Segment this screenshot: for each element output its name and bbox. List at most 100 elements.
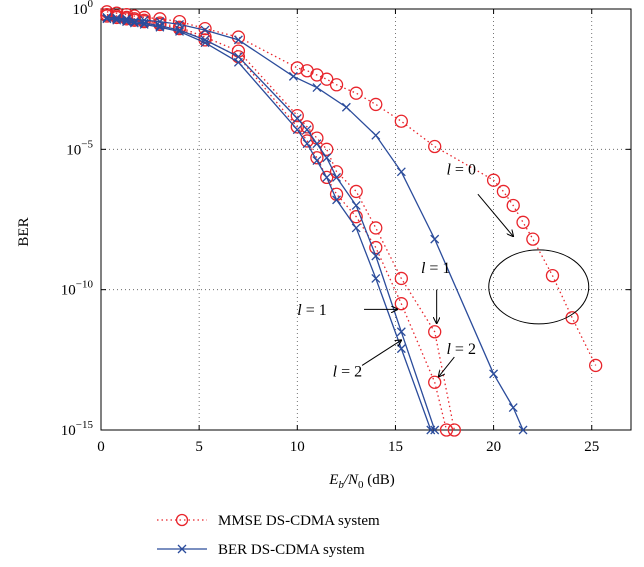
annotation-label-l1b: l = 1 — [297, 302, 326, 319]
data-point — [349, 184, 363, 199]
data-point — [100, 9, 114, 23]
data-point — [371, 251, 381, 261]
data-point — [349, 210, 363, 224]
series-line — [106, 13, 455, 431]
data-point — [122, 17, 131, 27]
legend-entry-mmse: MMSE DS-CDMA system — [157, 513, 380, 529]
data-point — [332, 195, 342, 205]
data-point — [290, 120, 304, 134]
data-point — [496, 184, 511, 199]
data-point — [292, 114, 302, 123]
data-point — [508, 403, 518, 413]
x-axis-label-sub2: 0 — [358, 479, 364, 491]
data-point — [175, 26, 184, 36]
data-point — [139, 18, 149, 28]
data-point — [153, 12, 167, 26]
data-point — [329, 78, 344, 92]
x-tick-label: 0 — [97, 439, 105, 455]
y-tick-label: 10−10 — [61, 279, 94, 299]
x-tick-label: 5 — [195, 439, 203, 455]
data-point — [200, 25, 210, 35]
data-point — [102, 14, 112, 24]
data-point — [312, 139, 322, 149]
y-axis-label: BER — [16, 217, 32, 246]
series-ber-l0 — [102, 12, 528, 435]
series-ber-l2 — [102, 14, 436, 435]
data-point — [349, 86, 363, 100]
data-point — [545, 268, 560, 283]
data-point — [332, 172, 342, 182]
data-point — [351, 223, 361, 233]
data-point — [320, 72, 334, 86]
data-point — [394, 297, 408, 311]
data-point — [371, 273, 381, 283]
data-point — [516, 215, 530, 229]
data-point — [396, 167, 406, 177]
series-ber-l1 — [102, 12, 440, 435]
data-point — [292, 125, 302, 135]
series-line — [106, 16, 436, 431]
data-point — [310, 151, 324, 165]
axis-ticks: 0 5 10 15 20 25 100 10−5 10−10 10−15 — [61, 0, 631, 455]
data-point — [447, 423, 461, 437]
legend-marker-mmse — [175, 513, 189, 527]
data-point — [506, 198, 520, 213]
annotation-label-l2a: l = 2 — [446, 341, 475, 358]
y-tick-label: 10−15 — [61, 419, 94, 439]
legend-marker-ber — [177, 544, 187, 554]
series-mmse-l2 — [100, 9, 454, 437]
data-point — [112, 15, 122, 25]
data-point — [320, 170, 334, 185]
data-point — [312, 83, 322, 93]
data-point — [428, 375, 442, 389]
series-line — [106, 16, 524, 431]
data-point — [102, 12, 112, 22]
legend-entry-ber: BER DS-CDMA system — [157, 542, 365, 558]
data-point — [351, 201, 361, 210]
series-group — [100, 5, 603, 437]
data-point — [233, 35, 243, 45]
data-point — [129, 18, 139, 28]
data-point — [300, 134, 314, 148]
data-point — [369, 97, 383, 112]
data-point — [122, 15, 131, 25]
data-point — [231, 30, 246, 44]
data-point — [155, 21, 165, 31]
data-point — [129, 17, 139, 27]
data-point — [371, 130, 381, 140]
data-point — [300, 120, 314, 134]
data-point — [396, 327, 406, 337]
x-tick-label: 20 — [486, 439, 501, 455]
data-point — [430, 234, 440, 244]
x-axis-label-slash: /N — [343, 472, 359, 488]
data-point — [430, 425, 440, 435]
data-point — [428, 139, 442, 154]
y-tick-label: 100 — [73, 0, 94, 18]
data-point — [369, 240, 383, 255]
data-point — [589, 358, 603, 373]
data-point — [526, 232, 540, 246]
series-line — [106, 15, 448, 431]
data-point — [322, 172, 332, 182]
data-point — [394, 114, 408, 128]
data-point — [290, 61, 304, 75]
data-point — [290, 109, 304, 123]
data-point — [320, 142, 334, 156]
series-line — [106, 18, 432, 431]
annotation-arrow — [361, 340, 401, 366]
x-tick-label: 25 — [584, 439, 599, 455]
legend-label-mmse: MMSE DS-CDMA system — [218, 513, 380, 529]
data-point — [486, 173, 501, 187]
annotation-arrow — [477, 193, 513, 236]
data-point — [565, 311, 579, 325]
annotation-label-l0: l = 0 — [446, 162, 475, 179]
annotation-label-l2b: l = 2 — [333, 364, 362, 381]
data-point — [302, 139, 312, 149]
data-point — [139, 19, 149, 29]
data-point — [341, 102, 351, 112]
y-tick-label: 10−5 — [66, 138, 93, 158]
x-axis-label-unit: (dB) — [364, 472, 395, 488]
x-axis-label-main: E — [328, 472, 338, 488]
data-point — [172, 14, 187, 29]
